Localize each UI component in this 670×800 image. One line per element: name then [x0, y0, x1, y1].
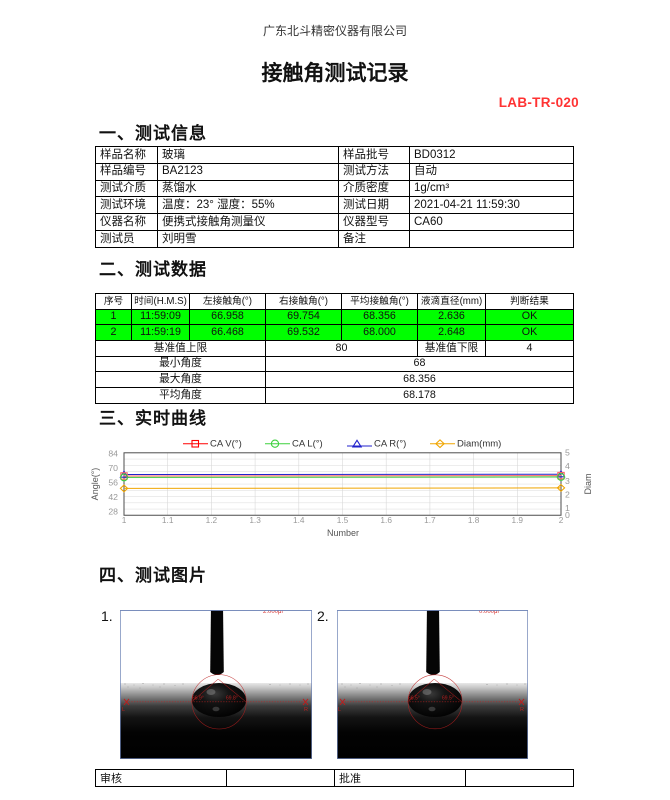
svg-text:3: 3 [565, 476, 570, 486]
svg-text:4: 4 [565, 461, 570, 471]
svg-text:Number: Number [327, 528, 359, 538]
svg-text:84: 84 [108, 449, 118, 459]
svg-text:CA V(°): CA V(°) [210, 439, 242, 450]
svg-text:1.2: 1.2 [206, 515, 218, 525]
svg-text:5: 5 [565, 448, 570, 458]
svg-text:Diam(mm): Diam(mm) [457, 439, 501, 450]
svg-text:L: L [338, 707, 341, 713]
svg-text:L: L [122, 707, 125, 713]
svg-text:1.1: 1.1 [162, 515, 174, 525]
svg-text:66.5°: 66.5° [408, 696, 420, 702]
svg-text:69.8°: 69.8° [226, 696, 238, 702]
svg-text:1.6: 1.6 [380, 515, 392, 525]
svg-text:70: 70 [108, 463, 118, 473]
svg-text:1.9: 1.9 [512, 515, 524, 525]
svg-text:2: 2 [565, 490, 570, 500]
svg-text:Angle(°): Angle(°) [90, 468, 100, 501]
svg-text:R: R [304, 707, 308, 713]
svg-text:1.7: 1.7 [424, 515, 436, 525]
svg-text:66.9°: 66.9° [192, 696, 204, 702]
svg-text:1: 1 [122, 515, 127, 525]
svg-text:CA R(°): CA R(°) [374, 439, 406, 450]
svg-text:R: R [520, 707, 524, 713]
svg-text:2: 2 [559, 515, 564, 525]
svg-text:28: 28 [108, 506, 118, 516]
svg-text:1.3: 1.3 [249, 515, 261, 525]
svg-text:1.5: 1.5 [337, 515, 349, 525]
svg-text:0: 0 [565, 510, 570, 520]
svg-text:42: 42 [108, 492, 118, 502]
svg-text:1.4: 1.4 [293, 515, 305, 525]
svg-text:CA L(°): CA L(°) [292, 439, 323, 450]
svg-text:69.5°: 69.5° [442, 696, 454, 702]
svg-text:1.8: 1.8 [468, 515, 480, 525]
svg-text:Diam: Diam [583, 473, 593, 494]
svg-text:56: 56 [108, 478, 118, 488]
